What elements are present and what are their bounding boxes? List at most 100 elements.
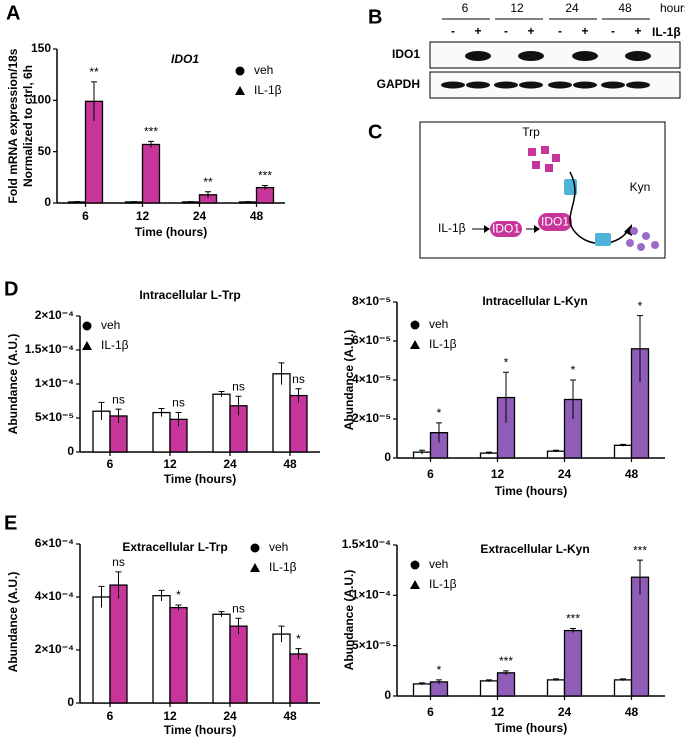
chart-title: Intracellular L-Kyn <box>482 294 587 308</box>
error-bar <box>205 191 211 198</box>
x-axis-label: Time (hours) <box>495 721 567 735</box>
error-bar <box>637 559 643 595</box>
legend-marker <box>235 86 245 95</box>
transporter <box>595 233 611 246</box>
significance: *** <box>499 654 513 668</box>
significance: * <box>437 406 442 420</box>
blot-row-label: GAPDH <box>377 77 420 91</box>
band <box>465 51 491 61</box>
arrowhead <box>484 225 490 233</box>
error-bar <box>115 571 122 599</box>
enzyme-pill <box>538 213 572 231</box>
significance: ns <box>292 372 305 386</box>
bar <box>496 672 516 697</box>
x-axis-label: Time (hours) <box>164 472 236 486</box>
bar <box>141 143 161 204</box>
enzyme-label: IDO1 <box>541 215 569 229</box>
error-bar <box>553 678 559 681</box>
y-axis-label: Normalized to ctrl, 6h <box>21 65 35 187</box>
bar <box>479 680 499 697</box>
bar <box>229 625 248 704</box>
error-bar <box>278 362 285 385</box>
x-tick-label: 48 <box>625 705 639 719</box>
chart-title: IDO1 <box>171 52 199 66</box>
legend-marker <box>82 321 92 331</box>
y-tick-label: 0 <box>384 450 391 464</box>
x-tick-label: 24 <box>223 709 237 723</box>
significance: ns <box>112 555 125 569</box>
blot-panel: B 6 12 24 48 hours - + - + - + - + IL-1β… <box>368 1 685 99</box>
significance: * <box>437 663 442 677</box>
x-tick-label: 48 <box>250 209 264 223</box>
x-tick-label: 12 <box>163 457 177 471</box>
y-axis-label: Fold mRNA expression/18s <box>6 48 20 203</box>
y-tick-label: 4×10⁻⁵ <box>352 372 391 386</box>
significance: ns <box>172 396 185 410</box>
bar <box>613 679 633 697</box>
legend-label: IL-1β <box>429 337 457 351</box>
error-bar <box>98 585 105 608</box>
diagram-frame <box>419 121 666 259</box>
error-bar <box>131 201 137 203</box>
y-tick-label: 0 <box>67 695 74 709</box>
time-label: 48 <box>618 1 632 15</box>
error-bar <box>436 422 442 443</box>
y-tick-label: 1.5×10⁻⁴ <box>25 342 74 356</box>
x-tick-label: 12 <box>136 209 150 223</box>
x-tick-label: 6 <box>107 709 114 723</box>
legend-label: veh <box>254 63 273 77</box>
error-bar <box>175 412 182 427</box>
error-bar <box>175 604 182 611</box>
significance: *** <box>633 543 647 557</box>
significance: * <box>504 355 509 369</box>
x-tick-label: 24 <box>223 457 237 471</box>
treatment-sign: - <box>451 24 455 38</box>
y-tick-label: 100 <box>31 93 51 107</box>
blot-row-label: IDO1 <box>392 47 420 61</box>
panel-label: E <box>4 512 17 534</box>
band <box>466 81 490 89</box>
treatment-sign: + <box>581 24 588 38</box>
x-tick-label: 12 <box>491 705 505 719</box>
kyn-molecules <box>626 227 659 251</box>
error-bar <box>262 185 268 190</box>
band <box>572 51 598 61</box>
x-tick-label: 48 <box>283 457 297 471</box>
x-tick-label: 48 <box>625 467 639 481</box>
panel-label: B <box>368 6 382 28</box>
error-bar <box>158 407 165 417</box>
y-tick-label: 6×10⁻⁵ <box>352 333 391 347</box>
treatment-sign: - <box>504 24 508 38</box>
error-bar <box>620 443 626 447</box>
legend-marker <box>410 580 420 589</box>
bar <box>613 444 633 459</box>
band <box>518 51 544 61</box>
bar <box>546 679 566 697</box>
chart-title: Intracellular L-Trp <box>139 288 240 302</box>
error-bar <box>74 201 80 203</box>
bar <box>563 629 583 697</box>
error-bar <box>235 617 242 635</box>
significance: *** <box>144 125 158 139</box>
x-tick-label: 6 <box>427 705 434 719</box>
error-bar <box>486 679 492 682</box>
arrowhead <box>534 225 540 233</box>
time-label: 12 <box>510 1 524 15</box>
band <box>519 81 543 89</box>
legend-marker <box>410 560 420 570</box>
error-bar <box>98 401 105 421</box>
legend-label: veh <box>269 540 288 554</box>
bar <box>255 186 275 204</box>
x-axis-label: Time (hours) <box>135 225 207 239</box>
error-bar <box>503 371 509 423</box>
significance: ns <box>232 601 245 615</box>
product-label: Kyn <box>630 180 651 194</box>
stimulus-label: IL-1β <box>438 221 466 235</box>
bar <box>212 393 231 453</box>
y-tick-label: 5×10⁻⁵ <box>35 410 74 424</box>
y-tick-label: 150 <box>31 41 51 55</box>
y-tick-label: 4×10⁻⁴ <box>35 589 74 603</box>
bar <box>429 681 449 697</box>
error-bar <box>115 408 122 423</box>
legend-label: IL-1β <box>254 83 282 97</box>
